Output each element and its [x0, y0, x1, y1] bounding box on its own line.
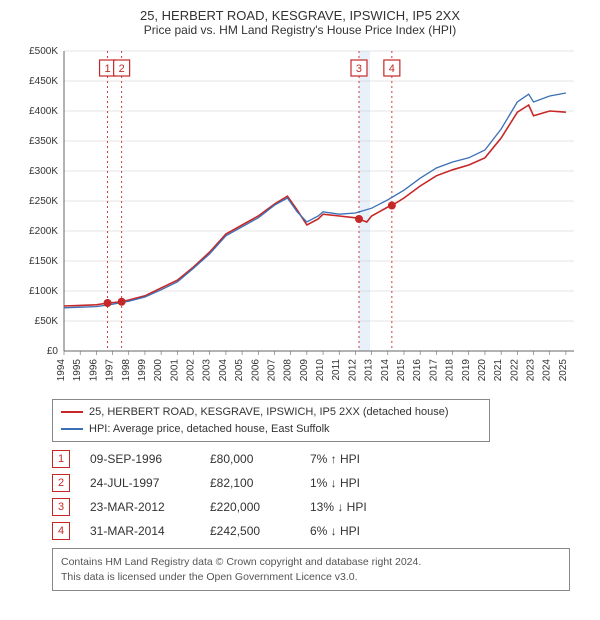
event-date: 31-MAR-2014	[90, 524, 190, 538]
event-price: £220,000	[210, 500, 290, 514]
svg-text:2015: 2015	[396, 359, 407, 382]
event-date: 23-MAR-2012	[90, 500, 190, 514]
event-price: £82,100	[210, 476, 290, 490]
svg-text:2024: 2024	[542, 359, 553, 382]
svg-text:2009: 2009	[299, 359, 310, 382]
event-price: £242,500	[210, 524, 290, 538]
svg-text:£350K: £350K	[29, 136, 58, 147]
svg-text:2021: 2021	[493, 359, 504, 382]
svg-text:2022: 2022	[509, 359, 520, 382]
attribution-line-2: This data is licensed under the Open Gov…	[61, 570, 561, 585]
event-marker: 2	[52, 474, 70, 492]
svg-text:2008: 2008	[283, 359, 294, 382]
svg-text:£500K: £500K	[29, 46, 58, 57]
svg-text:£0: £0	[47, 346, 59, 357]
svg-text:£300K: £300K	[29, 166, 58, 177]
svg-text:4: 4	[389, 63, 395, 75]
chart-title-block: 25, HERBERT ROAD, KESGRAVE, IPSWICH, IP5…	[8, 8, 592, 37]
legend-label: HPI: Average price, detached house, East…	[89, 421, 330, 438]
svg-text:2025: 2025	[558, 359, 569, 382]
svg-text:1999: 1999	[137, 359, 148, 382]
event-pct: 1% ↓ HPI	[310, 476, 400, 490]
svg-text:1996: 1996	[88, 359, 99, 382]
event-row: 2 24-JUL-1997 £82,100 1% ↓ HPI	[52, 474, 592, 492]
event-marker: 3	[52, 498, 70, 516]
chart-title-subtitle: Price paid vs. HM Land Registry's House …	[8, 23, 592, 37]
legend-label: 25, HERBERT ROAD, KESGRAVE, IPSWICH, IP5…	[89, 404, 448, 421]
svg-text:2014: 2014	[380, 359, 391, 382]
svg-text:2012: 2012	[347, 359, 358, 382]
svg-text:2023: 2023	[526, 359, 537, 382]
svg-text:2011: 2011	[331, 359, 342, 381]
svg-text:2004: 2004	[218, 359, 229, 382]
event-date: 24-JUL-1997	[90, 476, 190, 490]
svg-text:2018: 2018	[445, 359, 456, 382]
event-marker: 1	[52, 450, 70, 468]
event-price: £80,000	[210, 452, 290, 466]
event-marker: 4	[52, 522, 70, 540]
chart-title-address: 25, HERBERT ROAD, KESGRAVE, IPSWICH, IP5…	[8, 8, 592, 23]
svg-text:2016: 2016	[412, 359, 423, 382]
legend-swatch	[61, 428, 83, 430]
event-date: 09-SEP-1996	[90, 452, 190, 466]
svg-text:2013: 2013	[364, 359, 375, 382]
legend-swatch	[61, 411, 83, 413]
attribution-line-1: Contains HM Land Registry data © Crown c…	[61, 555, 561, 570]
svg-text:2006: 2006	[250, 359, 261, 382]
svg-text:1: 1	[104, 63, 110, 75]
event-row: 4 31-MAR-2014 £242,500 6% ↓ HPI	[52, 522, 592, 540]
svg-text:1995: 1995	[72, 359, 83, 382]
legend-row: HPI: Average price, detached house, East…	[61, 421, 481, 438]
svg-text:1997: 1997	[105, 359, 116, 382]
event-row: 3 23-MAR-2012 £220,000 13% ↓ HPI	[52, 498, 592, 516]
svg-text:2019: 2019	[461, 359, 472, 382]
svg-text:2001: 2001	[169, 359, 180, 382]
svg-text:1998: 1998	[121, 359, 132, 382]
svg-text:£200K: £200K	[29, 226, 58, 237]
event-row: 1 09-SEP-1996 £80,000 7% ↑ HPI	[52, 450, 592, 468]
svg-text:£450K: £450K	[29, 76, 58, 87]
svg-text:2000: 2000	[153, 359, 164, 382]
event-pct: 6% ↓ HPI	[310, 524, 400, 538]
svg-text:£250K: £250K	[29, 196, 58, 207]
svg-text:3: 3	[356, 63, 362, 75]
svg-text:£100K: £100K	[29, 286, 58, 297]
svg-text:1994: 1994	[56, 359, 67, 382]
events-table: 1 09-SEP-1996 £80,000 7% ↑ HPI 2 24-JUL-1997 £…	[52, 450, 592, 540]
svg-text:2010: 2010	[315, 359, 326, 382]
svg-text:2002: 2002	[186, 359, 197, 382]
legend-row: 25, HERBERT ROAD, KESGRAVE, IPSWICH, IP5…	[61, 404, 481, 421]
chart-container: £0 £50K £100K £150K £200K £250K £300K £350K £400…	[20, 43, 580, 393]
event-pct: 13% ↓ HPI	[310, 500, 400, 514]
svg-text:£400K: £400K	[29, 106, 58, 117]
svg-text:2020: 2020	[477, 359, 488, 382]
legend-box: 25, HERBERT ROAD, KESGRAVE, IPSWICH, IP5…	[52, 399, 490, 442]
svg-text:2003: 2003	[202, 359, 213, 382]
svg-text:2017: 2017	[428, 359, 439, 382]
svg-text:2007: 2007	[266, 359, 277, 382]
svg-text:2: 2	[119, 63, 125, 75]
svg-text:2005: 2005	[234, 359, 245, 382]
price-chart: £0 £50K £100K £150K £200K £250K £300K £350K £400…	[20, 43, 580, 393]
event-pct: 7% ↑ HPI	[310, 452, 400, 466]
svg-text:£50K: £50K	[35, 316, 59, 327]
attribution-box: Contains HM Land Registry data © Crown c…	[52, 548, 570, 591]
svg-text:£150K: £150K	[29, 256, 58, 267]
